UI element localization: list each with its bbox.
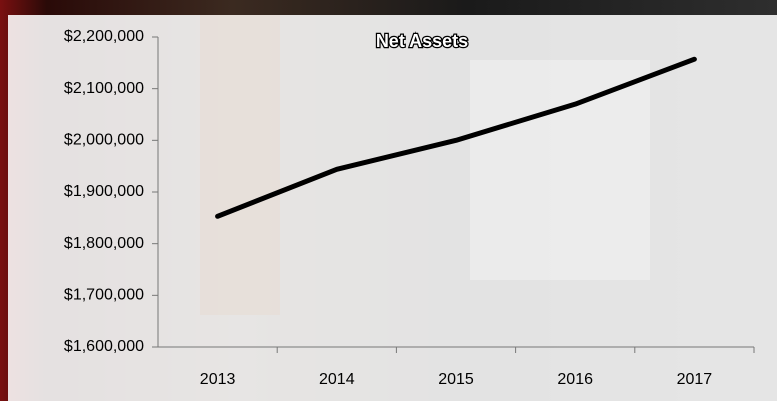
y-tick-label: $1,600,000 bbox=[64, 338, 144, 355]
x-tick-label: 2014 bbox=[319, 371, 355, 388]
x-tick-label: 2016 bbox=[557, 371, 593, 388]
y-tick-label: $2,100,000 bbox=[64, 80, 144, 97]
y-tick-label: $2,200,000 bbox=[64, 28, 144, 45]
x-tick-label: 2013 bbox=[200, 371, 236, 388]
x-tick-label: 2017 bbox=[677, 371, 713, 388]
chart-title: Net Assets bbox=[376, 31, 468, 51]
y-tick-label: $1,800,000 bbox=[64, 235, 144, 252]
data-line bbox=[215, 56, 697, 219]
y-tick-label: $1,900,000 bbox=[64, 183, 144, 200]
y-tick-label: $2,000,000 bbox=[64, 132, 144, 149]
photo-shadow bbox=[470, 60, 650, 280]
y-tick-label: $1,700,000 bbox=[64, 287, 144, 304]
x-tick-label: 2015 bbox=[438, 371, 474, 388]
photo-shadow bbox=[200, 15, 280, 315]
